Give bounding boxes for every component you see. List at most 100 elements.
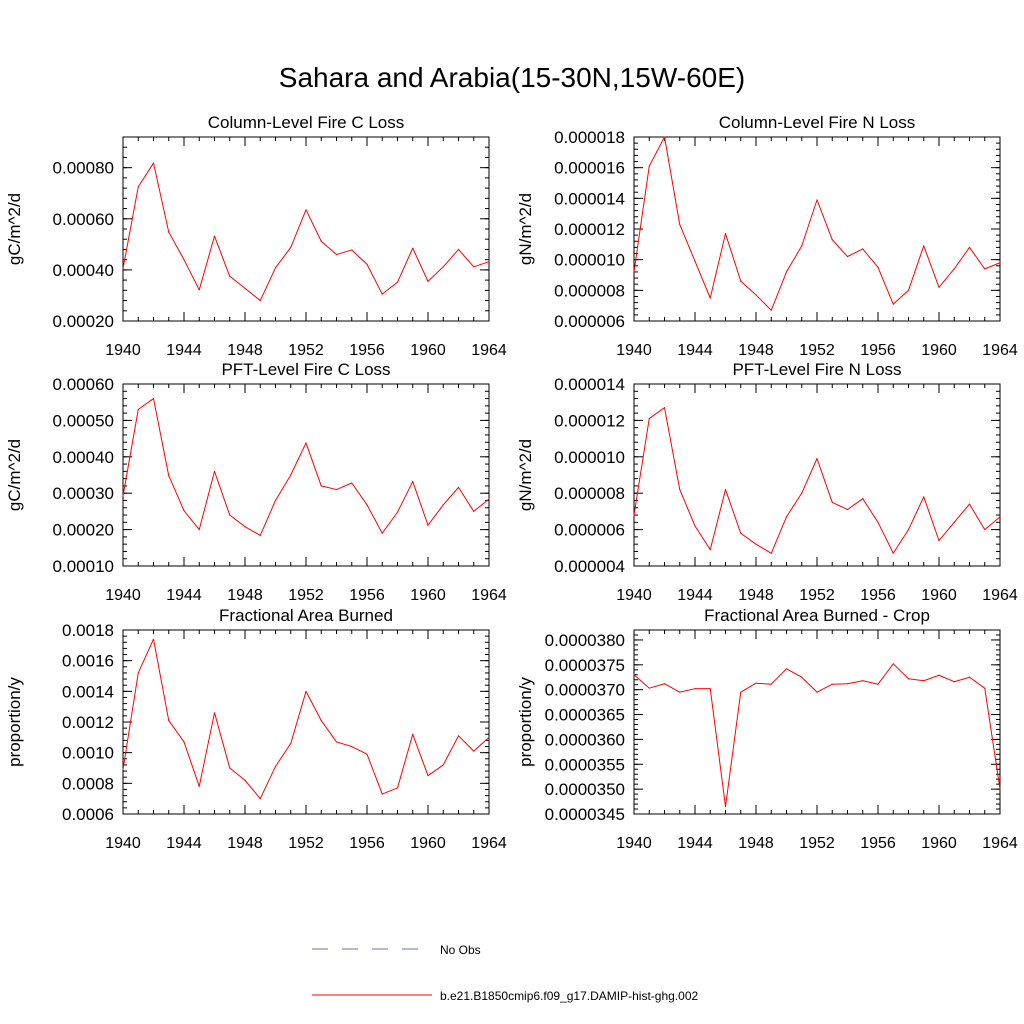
data-point [351, 482, 353, 484]
data-point [862, 248, 864, 250]
x-tick-label: 1944 [677, 342, 713, 359]
y-tick-label: 0.0012 [62, 713, 114, 732]
data-point [892, 663, 894, 665]
data-point [366, 263, 368, 265]
data-point [183, 259, 185, 261]
data-point [999, 516, 1001, 518]
panel-title: Fractional Area Burned [219, 606, 393, 625]
series-segment [336, 741, 352, 748]
series-segment [290, 442, 307, 476]
series-segment [953, 503, 970, 523]
data-point [663, 407, 666, 409]
data-point [290, 474, 292, 476]
series-segment [725, 233, 742, 282]
data-point [846, 508, 849, 511]
data-point [320, 719, 322, 722]
data-point [724, 805, 727, 808]
series-segment [954, 676, 970, 683]
series-segment [892, 289, 909, 305]
data-point [740, 532, 742, 534]
x-tick-label: 1956 [860, 835, 896, 852]
y-tick-label: 0.00020 [53, 312, 114, 331]
data-point [335, 253, 338, 256]
data-point [633, 271, 635, 273]
data-point [831, 683, 833, 685]
series-segment [244, 779, 261, 799]
data-point [831, 239, 833, 241]
series-segment [694, 525, 711, 550]
series-segment [244, 526, 261, 536]
plot-frame [122, 136, 490, 322]
data-point [648, 687, 650, 689]
data-point [831, 501, 833, 503]
panel-title: Column-Level Fire C Loss [208, 113, 405, 132]
data-point [381, 793, 383, 795]
series-segment [786, 668, 802, 678]
x-tick-label: 1944 [166, 835, 202, 852]
data-point [320, 485, 322, 487]
x-tick-label: 1948 [227, 835, 263, 852]
data-point [259, 798, 261, 800]
y-tick-label: 0.0014 [62, 682, 114, 701]
x-tick-label: 1964 [982, 342, 1018, 359]
series-segment [862, 680, 879, 685]
data-point [999, 788, 1001, 790]
x-tick-label: 1948 [738, 587, 774, 604]
series-segment [458, 735, 475, 752]
data-point [290, 246, 292, 248]
data-point [862, 498, 864, 500]
series-segment [122, 672, 139, 770]
data-point [694, 260, 696, 262]
data-point [396, 511, 399, 513]
x-tick-label: 1948 [738, 342, 774, 359]
series-segment [938, 521, 955, 541]
data-point [679, 691, 681, 693]
x-tick-label: 1956 [349, 342, 385, 359]
x-tick-label: 1940 [105, 587, 141, 604]
series-segment [877, 522, 894, 554]
x-tick-label: 1952 [288, 342, 324, 359]
series-segment [122, 409, 139, 497]
series-segment [351, 249, 368, 265]
data-point [198, 289, 200, 291]
series-segment [168, 231, 185, 260]
y-tick-label: 0.000012 [554, 411, 625, 430]
data-point [396, 787, 399, 789]
data-point [663, 683, 666, 685]
series-segment [969, 503, 986, 530]
data-point [846, 683, 849, 685]
x-tick-label: 1944 [677, 587, 713, 604]
series-segment [816, 683, 833, 693]
data-point [274, 267, 277, 269]
data-point [290, 742, 292, 745]
data-point [488, 261, 490, 263]
series-segment [275, 247, 292, 269]
series-segment [153, 398, 170, 476]
y-tick-label: 0.0000380 [545, 631, 625, 650]
data-point [633, 674, 635, 676]
data-point [785, 271, 788, 273]
y-tick-label: 0.000006 [554, 312, 625, 331]
series-segment [336, 249, 352, 256]
series-segment [664, 683, 680, 693]
x-tick-label: 1960 [921, 835, 957, 852]
series-segment [366, 264, 383, 295]
chart-panel-4: 1940 1944 1948 1952 1956 1960 1964 0.000004 0.00… [516, 360, 1018, 604]
series-segment [244, 287, 261, 301]
data-point [785, 516, 788, 518]
series-segment [137, 398, 154, 410]
data-point [213, 235, 216, 237]
data-point [244, 526, 246, 528]
data-point [816, 691, 818, 693]
data-point [648, 417, 650, 420]
data-point [229, 514, 231, 516]
series-segment [198, 236, 215, 290]
series-segment [725, 692, 742, 807]
data-point [984, 268, 986, 270]
series-segment [679, 489, 696, 527]
chart-panel-5: 1940 1944 1948 1952 1956 1960 1964 0.0006 0.0008… [5, 606, 507, 852]
data-point [457, 735, 460, 737]
series-segment [183, 259, 200, 291]
series-segment [770, 516, 787, 554]
y-tick-label: 0.000014 [554, 375, 625, 394]
